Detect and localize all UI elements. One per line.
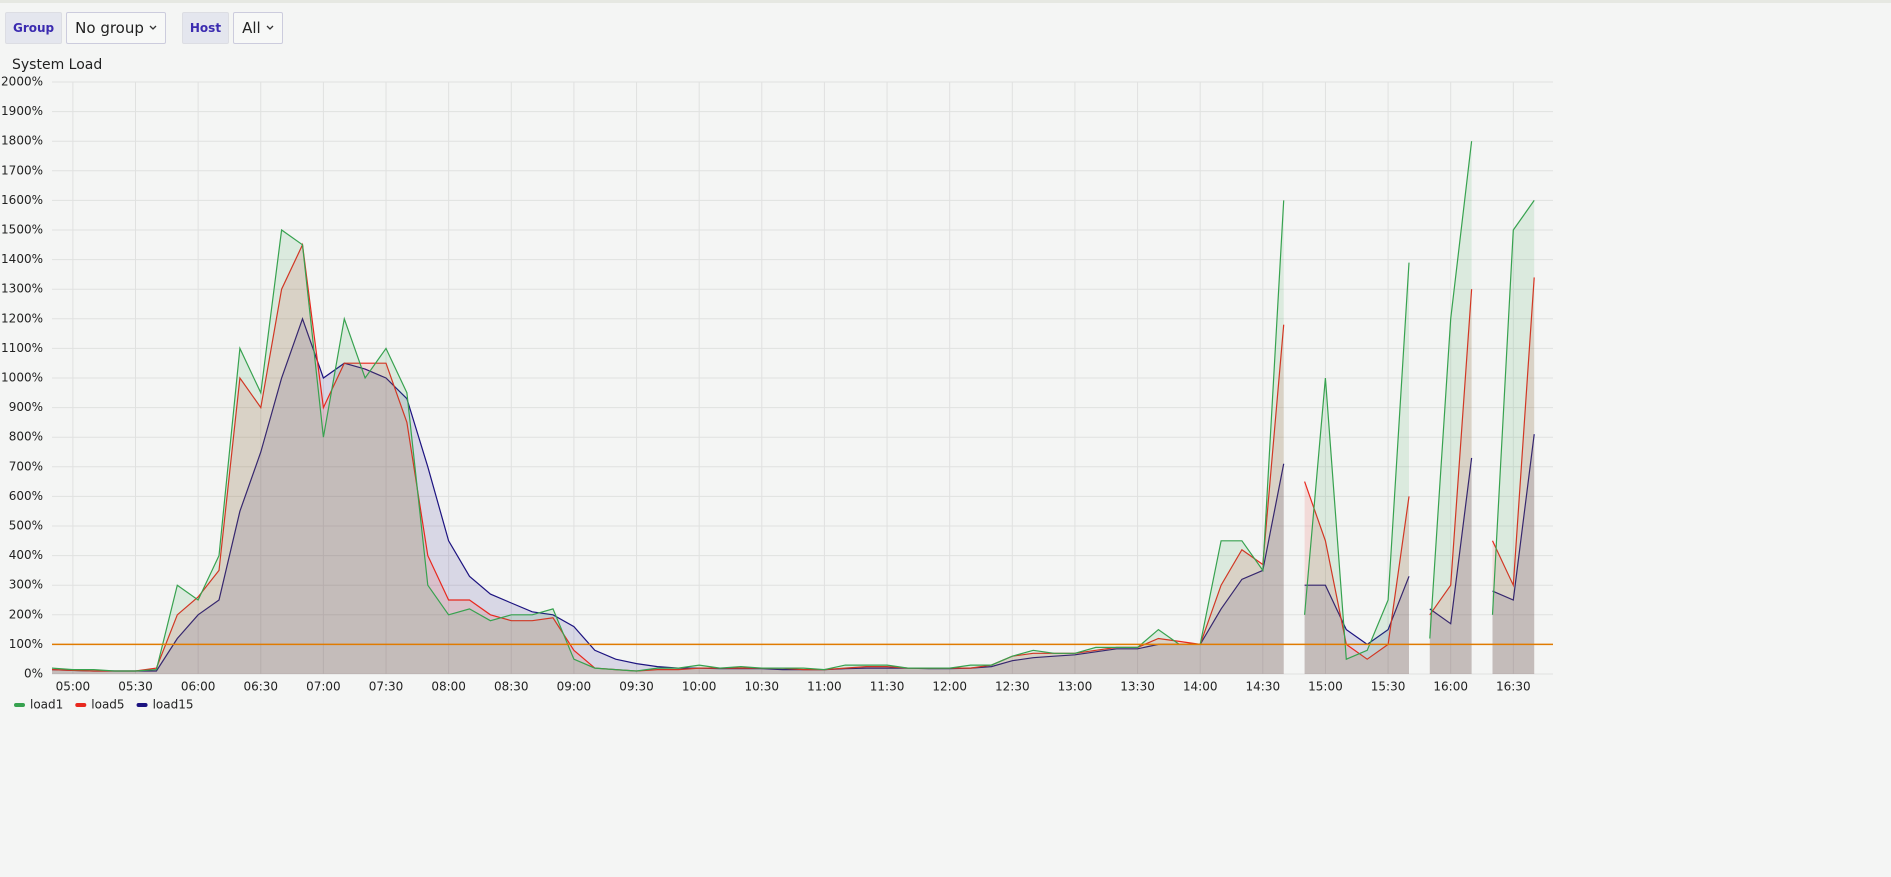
x-tick-label: 15:00 [1308, 680, 1343, 694]
x-tick-label: 07:00 [306, 680, 341, 694]
y-tick-label: 1300% [1, 282, 43, 296]
x-tick-label: 13:30 [1120, 680, 1155, 694]
x-tick-label: 06:00 [181, 680, 216, 694]
y-tick-label: 1100% [1, 341, 43, 355]
x-tick-label: 16:30 [1496, 680, 1531, 694]
variable-bar: Group No group Host All [5, 12, 295, 44]
y-tick-label: 1200% [1, 311, 43, 325]
x-tick-label: 07:30 [369, 680, 404, 694]
y-tick-label: 800% [9, 430, 43, 444]
variable-label: Host [181, 12, 230, 44]
y-tick-label: 1900% [1, 104, 43, 118]
chevron [266, 25, 274, 30]
y-tick-label: 700% [9, 459, 43, 473]
y-tick-label: 600% [9, 489, 43, 503]
x-tick-label: 05:00 [56, 680, 91, 694]
legend-label: load1 [30, 698, 63, 712]
x-tick-label: 11:30 [870, 680, 905, 694]
x-tick-label: 10:30 [744, 680, 779, 694]
y-tick-label: 400% [9, 548, 43, 562]
y-tick-label: 0% [24, 667, 43, 681]
y-tick-label: 1700% [1, 163, 43, 177]
legend-label: load15 [153, 698, 194, 712]
y-tick-label: 300% [9, 578, 43, 592]
dropdown-value: All [242, 19, 261, 37]
series-area [52, 244, 1551, 675]
chevron [149, 25, 157, 30]
x-tick-label: 06:30 [243, 680, 278, 694]
variable-label: Group [5, 12, 63, 44]
x-tick-label: 08:30 [494, 680, 529, 694]
legend-swatch [75, 703, 87, 707]
x-tick-label: 11:00 [807, 680, 842, 694]
legend-swatch [14, 703, 25, 707]
y-tick-label: 2000% [1, 75, 43, 89]
y-tick-label: 100% [9, 637, 43, 651]
x-tick-label: 08:00 [431, 680, 466, 694]
legend-swatch [136, 703, 148, 707]
variable-dropdown[interactable]: No group [66, 12, 166, 44]
x-tick-label: 14:00 [1183, 680, 1218, 694]
x-tick-label: 10:00 [682, 680, 717, 694]
y-tick-label: 1000% [1, 371, 43, 385]
y-tick-label: 900% [9, 400, 43, 414]
series-area [52, 141, 1551, 674]
x-tick-label: 12:00 [932, 680, 967, 694]
x-tick-label: 09:00 [557, 680, 592, 694]
x-tick-label: 12:30 [995, 680, 1030, 694]
x-tick-label: 09:30 [619, 680, 654, 694]
x-tick-label: 16:00 [1433, 680, 1468, 694]
y-tick-label: 1800% [1, 134, 43, 148]
x-tick-label: 15:30 [1371, 680, 1406, 694]
variable-dropdown[interactable]: All [233, 12, 283, 44]
y-tick-label: 1600% [1, 193, 43, 207]
y-tick-label: 200% [9, 607, 43, 621]
panel-title: System Load [12, 57, 103, 73]
x-tick-label: 14:30 [1246, 680, 1281, 694]
x-tick-label: 13:00 [1058, 680, 1093, 694]
legend-label: load5 [91, 698, 124, 712]
y-tick-label: 500% [9, 519, 43, 533]
top-border [0, 0, 1891, 3]
x-tick-label: 05:30 [118, 680, 153, 694]
dropdown-value: No group [75, 19, 144, 37]
series-area [52, 318, 1551, 674]
y-tick-label: 1400% [1, 252, 43, 266]
y-tick-label: 1500% [1, 223, 43, 237]
